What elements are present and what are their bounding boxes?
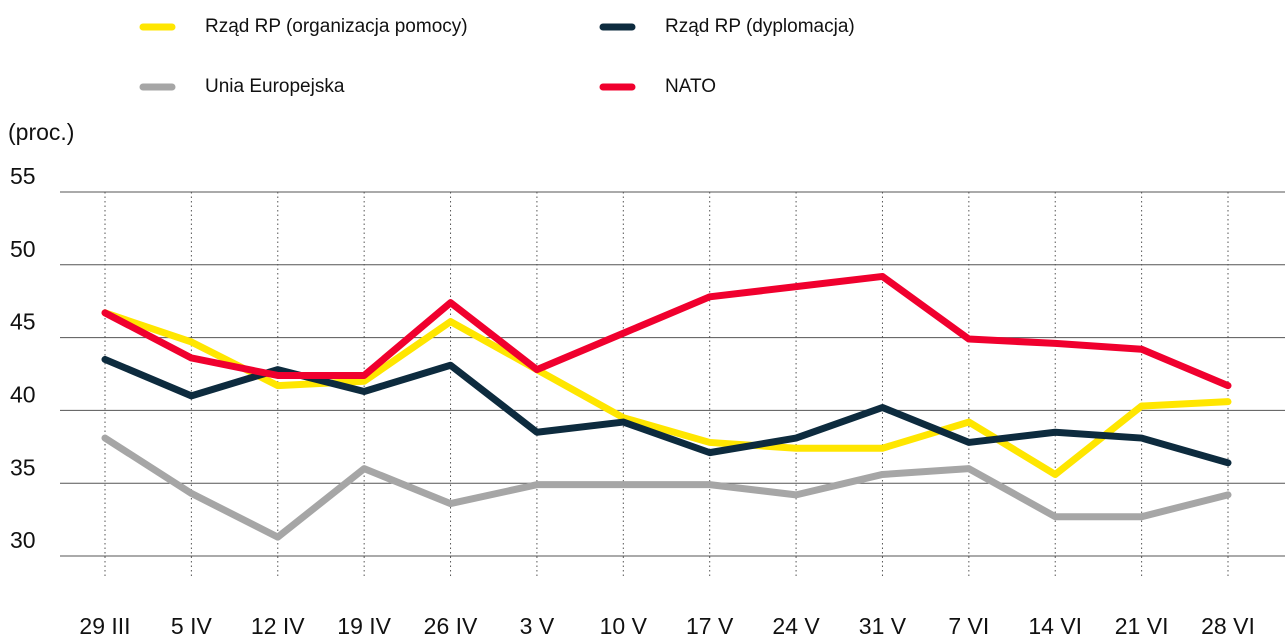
legend-label: Rząd RP (dyplomacja) <box>665 16 855 37</box>
x-tick-label: 12 IV <box>251 613 305 639</box>
legend-label: NATO <box>665 76 716 97</box>
series-line <box>101 434 1232 541</box>
y-tick-label: 40 <box>10 381 36 407</box>
x-tick-label: 19 IV <box>337 613 391 639</box>
x-tick-label: 21 VI <box>1115 613 1169 639</box>
x-tick-label: 3 V <box>520 613 555 639</box>
y-tick-label: 50 <box>10 236 36 262</box>
y-axis-label: (proc.) <box>8 119 74 145</box>
x-tick-label: 7 VI <box>948 613 989 639</box>
y-tick-label: 55 <box>10 163 36 189</box>
legend-label: Unia Europejska <box>205 76 345 97</box>
x-tick-label: 31 V <box>859 613 907 639</box>
x-tick-label: 17 V <box>686 613 734 639</box>
series-line <box>101 272 1232 390</box>
x-tick-label: 24 V <box>772 613 820 639</box>
x-tick-label: 26 IV <box>424 613 478 639</box>
x-tick-label: 5 IV <box>171 613 213 639</box>
y-tick-label: 45 <box>10 309 36 335</box>
x-tick-label: 29 III <box>79 613 130 639</box>
y-tick-label: 30 <box>10 527 36 553</box>
x-tick-label: 28 VI <box>1201 613 1255 639</box>
series-line <box>101 309 1232 478</box>
y-tick-label: 35 <box>10 454 36 480</box>
x-tick-label: 10 V <box>600 613 648 639</box>
x-tick-label: 14 VI <box>1028 613 1082 639</box>
legend-label: Rząd RP (organizacja pomocy) <box>205 16 468 37</box>
